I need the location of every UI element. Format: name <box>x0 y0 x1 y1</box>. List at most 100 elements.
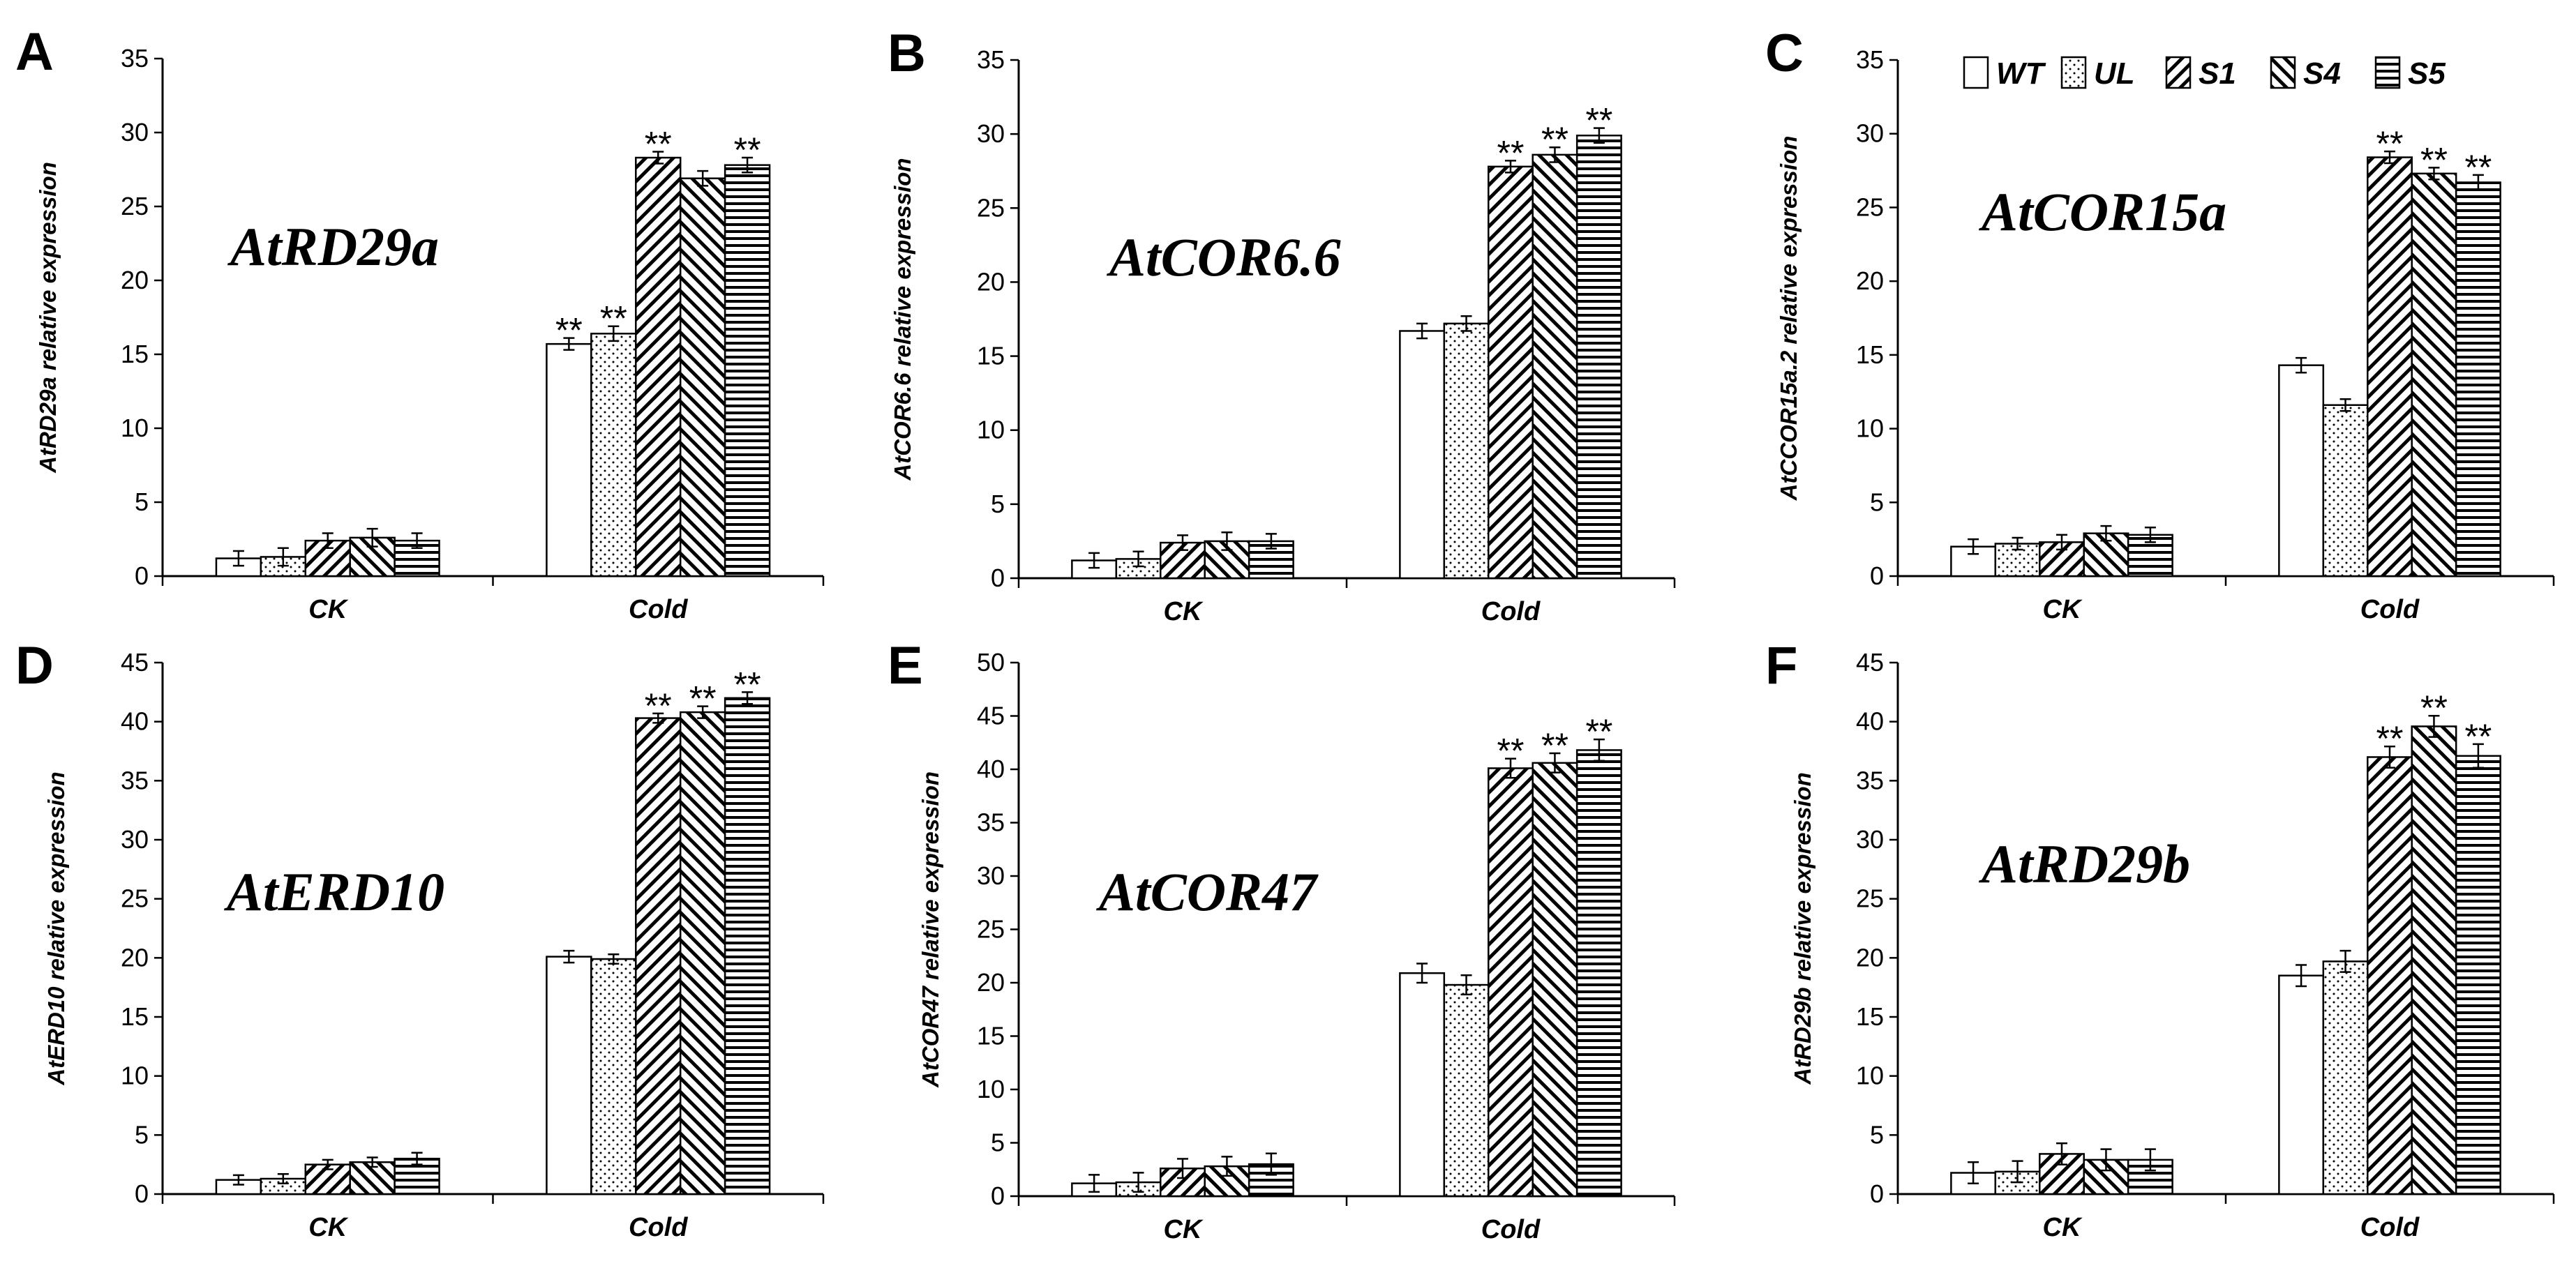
legend-label-S1: S1 <box>2199 56 2236 91</box>
y-tick-label: 15 <box>1856 1002 1884 1031</box>
bar-S5-Cold <box>2455 181 2501 578</box>
bar-S5-Cold <box>2455 755 2501 1195</box>
y-tick-label: 30 <box>121 825 149 854</box>
panel-A: A 0 5 10 15 20 25 30 35 AtRD29a relative expressi… <box>15 22 825 624</box>
panels: A 0 5 10 15 20 25 30 35 AtRD29a relative expressi… <box>15 22 2555 1244</box>
significance-mark: ** <box>2376 719 2404 758</box>
significance-mark: ** <box>2420 140 2448 179</box>
gene-label: AtCOR6.6 <box>1106 227 1341 287</box>
category-label: Cold <box>629 595 688 624</box>
y-tick-label: 35 <box>1856 766 1884 794</box>
significance-mark: ** <box>2464 717 2492 756</box>
panel-D: D 0 5 10 15 20 25 30 35 40 45 AtERD10 relative expr… <box>15 636 825 1242</box>
y-tick-label: 15 <box>977 342 1005 370</box>
y-tick-label: 25 <box>977 193 1005 222</box>
legend-swatch-WT <box>1963 56 1989 89</box>
panel-B: B 0 5 10 15 20 25 30 35 AtCOR6.6 relative express… <box>888 24 1676 626</box>
panel-F: F 0 5 10 15 20 25 30 35 40 45 AtRD29b relative expr… <box>1765 636 2555 1242</box>
y-tick-label: 0 <box>991 564 1005 592</box>
y-tick-label: 20 <box>977 968 1005 997</box>
gene-label: AtRD29b <box>1978 833 2190 894</box>
y-tick-label: 45 <box>121 648 149 677</box>
significance-mark: ** <box>645 125 672 164</box>
y-tick-label: 5 <box>135 1120 149 1149</box>
bar-WT-Cold <box>546 956 592 1195</box>
bar-UL-Cold <box>1443 322 1490 580</box>
bar-WT-Cold <box>546 342 592 578</box>
y-tick-label: 25 <box>1856 884 1884 913</box>
y-tick-label: 15 <box>1856 340 1884 369</box>
significance-mark: ** <box>1541 120 1568 159</box>
bar-S1-Cold <box>2367 756 2413 1195</box>
legend-label-S4: S4 <box>2303 56 2341 91</box>
y-tick-label: 25 <box>121 884 149 913</box>
category-label: Cold <box>2360 595 2420 624</box>
bar-S4-Cold <box>679 177 726 578</box>
y-tick-label: 5 <box>1870 1120 1884 1149</box>
y-tick-label: 0 <box>991 1182 1005 1210</box>
significance-mark: ** <box>645 686 672 725</box>
y-tick-label: 0 <box>135 1179 149 1208</box>
significance-mark: ** <box>1497 133 1525 172</box>
bar-S5-Cold <box>724 697 771 1195</box>
gene-label: AtCOR15a <box>1978 181 2226 242</box>
category-label: CK <box>2043 595 2083 624</box>
y-tick-label: 40 <box>977 755 1005 783</box>
significance-mark: ** <box>555 311 583 350</box>
bar-UL-Cold <box>2322 404 2369 578</box>
y-tick-label: 10 <box>1856 414 1884 443</box>
significance-mark: ** <box>1585 712 1612 751</box>
significance-mark: ** <box>734 665 761 704</box>
y-tick-label: 20 <box>1856 266 1884 295</box>
y-axis-label: AtERD10 relative expression <box>43 771 69 1085</box>
y-axis-label: AtRD29b relative expression <box>1790 772 1815 1085</box>
y-axis-label: AtRD29a relative expression <box>35 162 61 474</box>
y-tick-label: 10 <box>977 1075 1005 1103</box>
panel-letter: B <box>888 24 926 83</box>
panel-letter: C <box>1765 24 1804 83</box>
y-tick-label: 20 <box>1856 943 1884 972</box>
y-tick-label: 30 <box>977 861 1005 890</box>
legend-swatch-S4 <box>2270 56 2296 89</box>
significance-mark: ** <box>1541 726 1568 765</box>
y-tick-label: 25 <box>977 915 1005 944</box>
y-tick-label: 20 <box>121 943 149 972</box>
y-tick-label: 35 <box>121 44 149 73</box>
category-label: CK <box>2043 1213 2083 1242</box>
gene-label: AtERD10 <box>223 861 444 922</box>
y-tick-label: 15 <box>121 1002 149 1031</box>
bar-S4-Cold <box>2411 172 2457 578</box>
gene-label: AtRD29a <box>227 216 439 277</box>
legend: WT UL S1 S4 S5 <box>1963 56 2446 91</box>
y-tick-label: 30 <box>1856 119 1884 148</box>
bar-WT-Cold <box>1399 972 1446 1198</box>
y-tick-label: 30 <box>1856 825 1884 854</box>
y-tick-label: 0 <box>1870 1179 1884 1208</box>
bar-UL-Cold <box>590 333 637 578</box>
y-tick-label: 5 <box>991 490 1005 518</box>
y-tick-label: 30 <box>121 118 149 146</box>
y-axis-label: AtCCOR15a.2 relative expression <box>1776 136 1802 501</box>
bar-WT-Cold <box>2278 364 2325 578</box>
bar-S4-Cold <box>1532 762 1578 1198</box>
bar-S1-Cold <box>1488 767 1534 1198</box>
panel-letter: F <box>1765 636 1797 695</box>
y-tick-label: 40 <box>121 707 149 736</box>
legend-swatch-S5 <box>2374 56 2401 89</box>
bar-S1-Cold <box>1488 165 1534 580</box>
y-tick-label: 10 <box>977 416 1005 444</box>
panel-E: E 0 5 10 15 20 25 30 35 40 45 50 AtCOR47 relative ex… <box>888 636 1676 1244</box>
y-axis-label: AtCOR47 relative expression <box>918 771 943 1088</box>
y-tick-label: 35 <box>977 45 1005 74</box>
bar-WT-Cold <box>1399 330 1446 580</box>
bar-UL-Cold <box>2322 960 2369 1195</box>
bar-UL-Cold <box>1443 983 1490 1198</box>
y-tick-label: 45 <box>977 702 1005 730</box>
significance-mark: ** <box>1497 732 1525 771</box>
legend-label-UL: UL <box>2094 56 2135 91</box>
significance-mark: ** <box>734 130 761 169</box>
bar-S5-Cold <box>724 164 771 578</box>
y-tick-label: 45 <box>1856 648 1884 677</box>
bar-S1-Cold <box>635 717 682 1195</box>
